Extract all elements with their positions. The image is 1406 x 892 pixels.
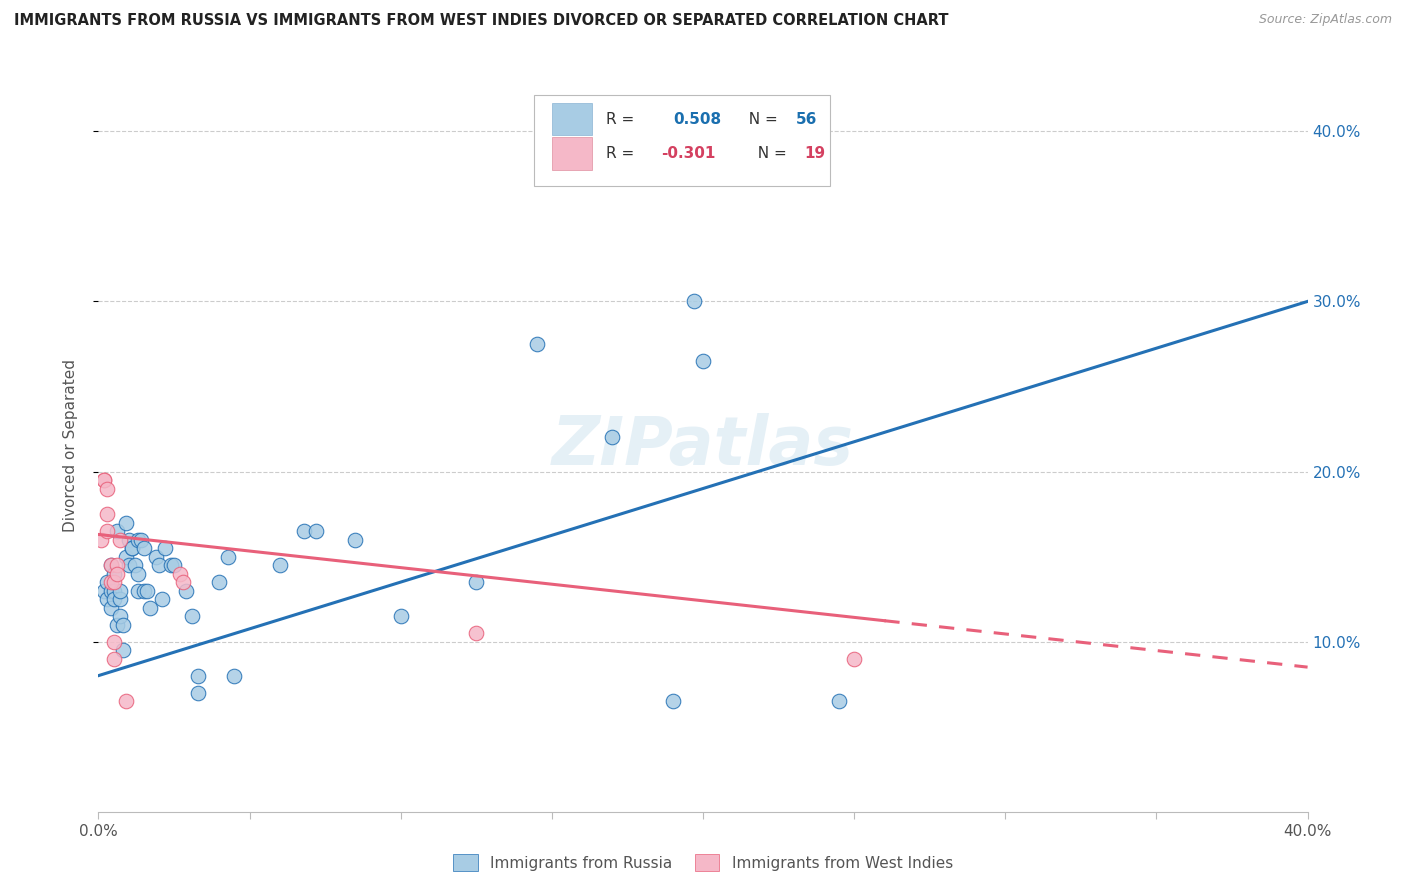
Text: -0.301: -0.301 <box>661 146 716 161</box>
Point <box>100 600 122 615</box>
Point <box>139 600 162 615</box>
Point <box>127 566 149 581</box>
Point <box>121 541 143 555</box>
Text: N =: N = <box>740 112 783 127</box>
Point <box>602 430 624 444</box>
Point <box>844 651 866 665</box>
Point <box>187 686 209 700</box>
Text: R =: R = <box>606 112 644 127</box>
Point <box>96 592 118 607</box>
Text: R =: R = <box>606 146 640 161</box>
Point <box>103 651 125 665</box>
Point <box>217 549 239 564</box>
Point <box>828 694 851 708</box>
Point <box>103 592 125 607</box>
Point <box>181 609 204 624</box>
Point <box>93 473 115 487</box>
Point <box>118 533 141 547</box>
Point <box>169 566 191 581</box>
Text: 19: 19 <box>804 146 825 161</box>
Point <box>465 575 488 590</box>
FancyBboxPatch shape <box>553 103 592 136</box>
Y-axis label: Divorced or Separated: Divorced or Separated <box>63 359 77 533</box>
Point <box>108 583 131 598</box>
Point <box>692 354 714 368</box>
Text: ZIPatlas: ZIPatlas <box>553 413 853 479</box>
Text: IMMIGRANTS FROM RUSSIA VS IMMIGRANTS FROM WEST INDIES DIVORCED OR SEPARATED CORR: IMMIGRANTS FROM RUSSIA VS IMMIGRANTS FRO… <box>14 13 949 29</box>
Text: 56: 56 <box>796 112 817 127</box>
Point <box>105 558 128 572</box>
Point <box>100 558 122 572</box>
Legend: Immigrants from Russia, Immigrants from West Indies: Immigrants from Russia, Immigrants from … <box>447 848 959 877</box>
Point <box>224 668 246 682</box>
Point <box>100 583 122 598</box>
Point <box>683 294 706 309</box>
Text: 0.508: 0.508 <box>673 112 721 127</box>
Point <box>103 575 125 590</box>
Point <box>662 694 685 708</box>
Point <box>103 583 125 598</box>
Point <box>105 566 128 581</box>
Point <box>305 524 328 538</box>
Point <box>96 575 118 590</box>
Point <box>108 533 131 547</box>
Point <box>111 643 134 657</box>
Point <box>93 473 115 487</box>
Point <box>132 583 155 598</box>
Point <box>100 575 122 590</box>
Text: Source: ZipAtlas.com: Source: ZipAtlas.com <box>1258 13 1392 27</box>
Point <box>93 583 115 598</box>
Point <box>132 541 155 555</box>
Point <box>127 583 149 598</box>
Point <box>344 533 367 547</box>
Point <box>153 541 176 555</box>
Point <box>103 566 125 581</box>
Point <box>163 558 186 572</box>
FancyBboxPatch shape <box>534 95 830 186</box>
Point <box>127 533 149 547</box>
Point <box>108 592 131 607</box>
Point <box>108 609 131 624</box>
Point <box>145 549 167 564</box>
Point <box>148 558 170 572</box>
Point <box>118 558 141 572</box>
Point <box>465 626 488 640</box>
Point <box>174 583 197 598</box>
Point <box>121 541 143 555</box>
Point <box>96 524 118 538</box>
Point <box>526 337 548 351</box>
Point <box>100 558 122 572</box>
Point <box>114 694 136 708</box>
Point <box>187 668 209 682</box>
Point <box>114 516 136 530</box>
Point <box>135 583 157 598</box>
Point <box>160 558 183 572</box>
Point <box>103 634 125 648</box>
Point <box>129 533 152 547</box>
Point <box>114 549 136 564</box>
FancyBboxPatch shape <box>553 137 592 169</box>
Point <box>96 482 118 496</box>
Point <box>111 617 134 632</box>
Point <box>208 575 231 590</box>
Point <box>96 507 118 521</box>
Point <box>269 558 291 572</box>
Point <box>90 533 112 547</box>
Point <box>172 575 194 590</box>
Point <box>150 592 173 607</box>
Point <box>105 617 128 632</box>
Point <box>389 609 412 624</box>
Point <box>124 558 146 572</box>
Point <box>105 524 128 538</box>
Text: N =: N = <box>748 146 792 161</box>
Point <box>292 524 315 538</box>
